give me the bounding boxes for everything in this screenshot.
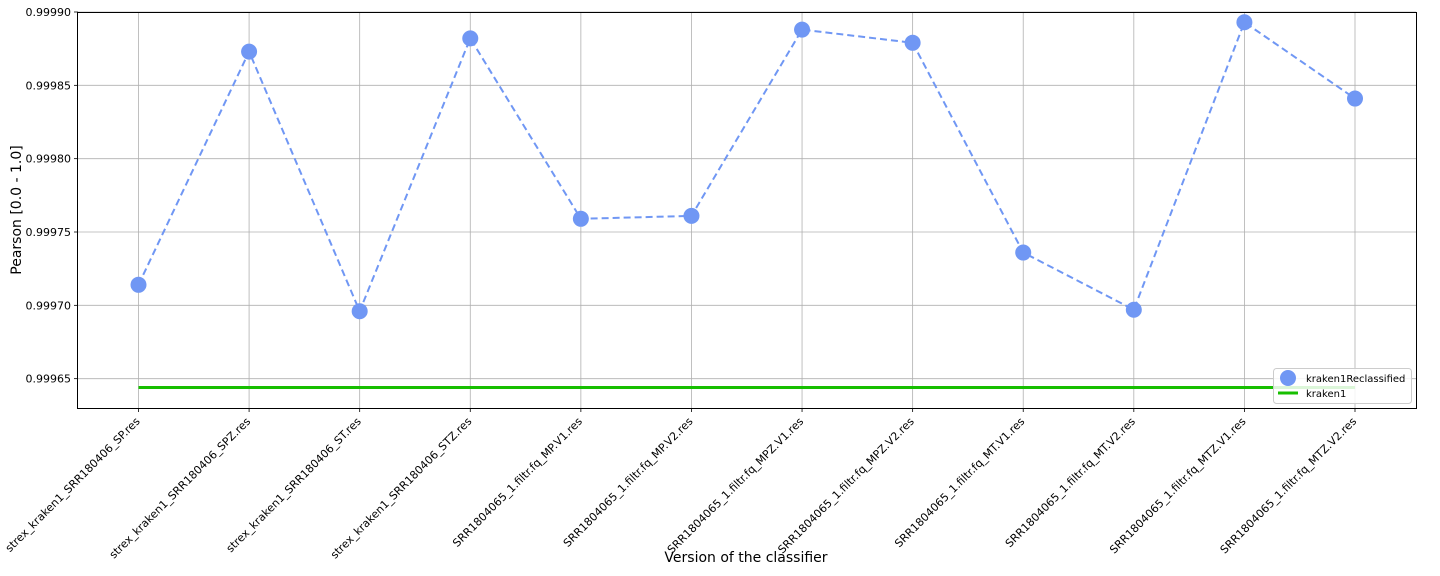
x-tick-label: SRR1804065_1.filtr.fq_MPZ.V1.res xyxy=(665,415,807,557)
tick-marks xyxy=(74,11,1356,412)
data-point-kraken1Reclassified xyxy=(904,34,921,51)
data-point-kraken1Reclassified xyxy=(351,303,368,320)
y-tick-label: 0.99985 xyxy=(26,79,72,92)
y-tick-label: 0.99990 xyxy=(26,6,72,19)
data-point-kraken1Reclassified xyxy=(794,21,811,38)
x-tick-label: SRR1804065_1.filtr.fq_MT.V1.res xyxy=(892,415,1027,550)
data-point-kraken1Reclassified xyxy=(683,207,700,224)
x-tick-label: SRR1804065_1.filtr.fq_MP.V2.res xyxy=(561,415,696,550)
legend-label-kraken1: kraken1 xyxy=(1306,389,1346,400)
y-tick-labels: 0.99965 0.99970 0.99975 0.99980 0.99985 0.999… xyxy=(26,6,72,386)
data-point-kraken1Reclassified xyxy=(1125,301,1142,318)
grid-lines xyxy=(78,11,1416,408)
data-point-kraken1Reclassified xyxy=(572,210,589,227)
data-point-kraken1Reclassified xyxy=(1236,14,1253,31)
series-layer xyxy=(130,14,1363,389)
x-tick-label: SRR1804065_1.filtr.fq_MTZ.V1.res xyxy=(1107,415,1249,557)
legend-label-kraken1Reclassified: kraken1Reclassified xyxy=(1306,374,1405,385)
y-tick-label: 0.99965 xyxy=(26,373,72,386)
y-tick-label: 0.99970 xyxy=(26,299,72,312)
data-point-kraken1Reclassified xyxy=(1015,244,1032,261)
x-tick-label: SRR1804065_1.filtr.fq_MP.V1.res xyxy=(450,415,585,550)
x-tick-label: SRR1804065_1.filtr.fq_MPZ.V2.res xyxy=(775,415,917,557)
data-point-kraken1Reclassified xyxy=(1347,90,1363,107)
legend: kraken1Reclassified kraken1 xyxy=(1273,368,1412,404)
x-tick-label: strex_kraken1_SRR180406_ST.res xyxy=(224,415,364,555)
data-point-kraken1Reclassified xyxy=(462,30,479,47)
y-tick-label: 0.99975 xyxy=(26,226,72,239)
series-line-kraken1Reclassified xyxy=(137,20,1356,314)
x-tick-label: strex_kraken1_SRR180406_SP.res xyxy=(3,415,143,555)
x-tick-label: SRR1804065_1.filtr.fq_MTZ.V2.res xyxy=(1218,415,1360,557)
legend-marker-kraken1Reclassified xyxy=(1280,370,1296,386)
legend-box xyxy=(1273,368,1412,404)
x-tick-labels: strex_kraken1_SRR180406_SP.res strex_krak… xyxy=(3,415,1359,562)
y-tick-label: 0.99980 xyxy=(26,153,72,166)
x-axis-title: Version of the classifier xyxy=(664,550,827,566)
data-point-kraken1Reclassified xyxy=(241,43,258,60)
x-tick-label: SRR1804065_1.filtr.fq_MT.V2.res xyxy=(1003,415,1138,550)
y-axis-title: Pearson [0.0 - 1.0] xyxy=(9,145,25,274)
data-point-kraken1Reclassified xyxy=(130,276,147,293)
plot-frame xyxy=(77,12,1417,409)
